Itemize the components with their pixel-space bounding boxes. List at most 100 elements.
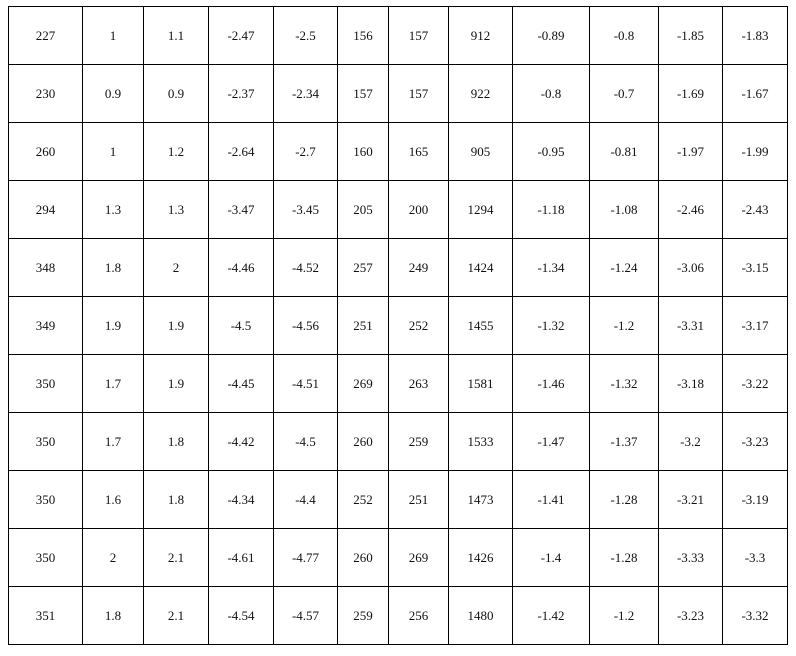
table-cell: 2: [143, 238, 209, 297]
table-cell: -4.5: [273, 412, 338, 471]
table-cell: -1.2: [589, 296, 659, 355]
table-row: 230 0.9 0.9 -2.37 -2.34 157 157 922 -0.8 -0.7 -1.6…: [8, 64, 788, 123]
table-cell: 269: [388, 528, 449, 587]
table-cell: 259: [388, 412, 449, 471]
table-cell: -1.28: [589, 528, 659, 587]
table-cell: -4.57: [273, 586, 338, 645]
table-cell: -4.34: [208, 470, 274, 529]
table-cell: 0.9: [143, 64, 209, 123]
table-cell: 205: [337, 180, 389, 239]
table-cell: 1.9: [82, 296, 144, 355]
table-cell: 259: [337, 586, 389, 645]
table-cell: 348: [8, 238, 83, 297]
data-table: 227 1 1.1 -2.47 -2.5 156 157 912 -0.89 -0.8 -1.85-…: [8, 6, 788, 645]
table-cell: -1.37: [589, 412, 659, 471]
table-cell: -1.34: [512, 238, 590, 297]
table-cell: -1.67: [722, 64, 788, 123]
table-cell: -1.42: [512, 586, 590, 645]
table-cell: -1.4: [512, 528, 590, 587]
table-cell: -3.15: [722, 238, 788, 297]
table-cell: -1.08: [589, 180, 659, 239]
table-cell: -3.2: [658, 412, 723, 471]
table-cell: -3.18: [658, 354, 723, 413]
table-cell: 2: [82, 528, 144, 587]
table-row: 294 1.3 1.3 -3.47 -3.45 205 200 1294 -1.18 -1.08-…: [8, 180, 788, 239]
table-cell: 251: [337, 296, 389, 355]
table-cell: -4.61: [208, 528, 274, 587]
table-row: 350 1.7 1.9 -4.45 -4.51 269 263 1581 -1.46 -1.32-…: [8, 354, 788, 413]
table-cell: 922: [448, 64, 513, 123]
table-cell: 200: [388, 180, 449, 239]
table-cell: 156: [337, 6, 389, 65]
table-cell: -3.23: [722, 412, 788, 471]
table-cell: -3.45: [273, 180, 338, 239]
table-cell: -1.97: [658, 122, 723, 181]
table-cell: 1.3: [143, 180, 209, 239]
table-body: 227 1 1.1 -2.47 -2.5 156 157 912 -0.89 -0.8 -1.85-…: [8, 6, 788, 645]
table-cell: -3.22: [722, 354, 788, 413]
table-cell: 1.8: [82, 586, 144, 645]
table-cell: -3.3: [722, 528, 788, 587]
table-cell: 1.3: [82, 180, 144, 239]
table-cell: -4.5: [208, 296, 274, 355]
table-cell: -1.2: [589, 586, 659, 645]
table-cell: 1455: [448, 296, 513, 355]
table-cell: 157: [388, 64, 449, 123]
table-cell: 350: [8, 470, 83, 529]
table-cell: 157: [337, 64, 389, 123]
table-cell: 230: [8, 64, 83, 123]
table-row: 260 1 1.2 -2.64 -2.7 160 165 905 -0.95 -0.81 -1.97…: [8, 122, 788, 181]
table-cell: 1.7: [82, 354, 144, 413]
table-cell: 0.9: [82, 64, 144, 123]
table-cell: -4.77: [273, 528, 338, 587]
table-cell: 294: [8, 180, 83, 239]
table-cell: 1533: [448, 412, 513, 471]
table-cell: -1.69: [658, 64, 723, 123]
table-cell: -0.89: [512, 6, 590, 65]
table-cell: -2.7: [273, 122, 338, 181]
table-cell: -3.21: [658, 470, 723, 529]
table-cell: 2.1: [143, 528, 209, 587]
table-cell: 349: [8, 296, 83, 355]
table-cell: -0.8: [589, 6, 659, 65]
table-cell: -4.42: [208, 412, 274, 471]
table-cell: -2.47: [208, 6, 274, 65]
table-cell: 1: [82, 6, 144, 65]
table-cell: 1480: [448, 586, 513, 645]
table-cell: 1.8: [82, 238, 144, 297]
table-cell: -1.18: [512, 180, 590, 239]
table-cell: -0.95: [512, 122, 590, 181]
table-cell: -1.24: [589, 238, 659, 297]
table-cell: 1.8: [143, 412, 209, 471]
table-cell: 157: [388, 6, 449, 65]
table-cell: 260: [337, 528, 389, 587]
table-cell: -1.28: [589, 470, 659, 529]
table-cell: 1294: [448, 180, 513, 239]
table-cell: 2.1: [143, 586, 209, 645]
table-row: 350 1.6 1.8 -4.34 -4.4 252 251 1473 -1.41 -1.28 -3…: [8, 470, 788, 529]
table-row: 351 1.8 2.1 -4.54 -4.57 259 256 1480 -1.42 -1.2 -3…: [8, 586, 788, 645]
table-cell: 1473: [448, 470, 513, 529]
table-cell: -1.83: [722, 6, 788, 65]
table-cell: -3.19: [722, 470, 788, 529]
table-cell: 1426: [448, 528, 513, 587]
table-cell: -1.99: [722, 122, 788, 181]
table-cell: 905: [448, 122, 513, 181]
table-cell: 257: [337, 238, 389, 297]
table-row: 350 2 2.1 -4.61 -4.77 260 269 1426 -1.4 -1.28 -3.3…: [8, 528, 788, 587]
table-cell: 1424: [448, 238, 513, 297]
table-cell: -3.31: [658, 296, 723, 355]
table-cell: -2.34: [273, 64, 338, 123]
table-cell: 252: [337, 470, 389, 529]
table-cell: -1.85: [658, 6, 723, 65]
table-cell: -2.64: [208, 122, 274, 181]
table-cell: 263: [388, 354, 449, 413]
table-cell: 249: [388, 238, 449, 297]
table-cell: -0.81: [589, 122, 659, 181]
table-cell: 350: [8, 528, 83, 587]
table-cell: -4.45: [208, 354, 274, 413]
table-cell: 912: [448, 6, 513, 65]
table-cell: -1.32: [512, 296, 590, 355]
table-cell: -4.51: [273, 354, 338, 413]
table-cell: 260: [337, 412, 389, 471]
